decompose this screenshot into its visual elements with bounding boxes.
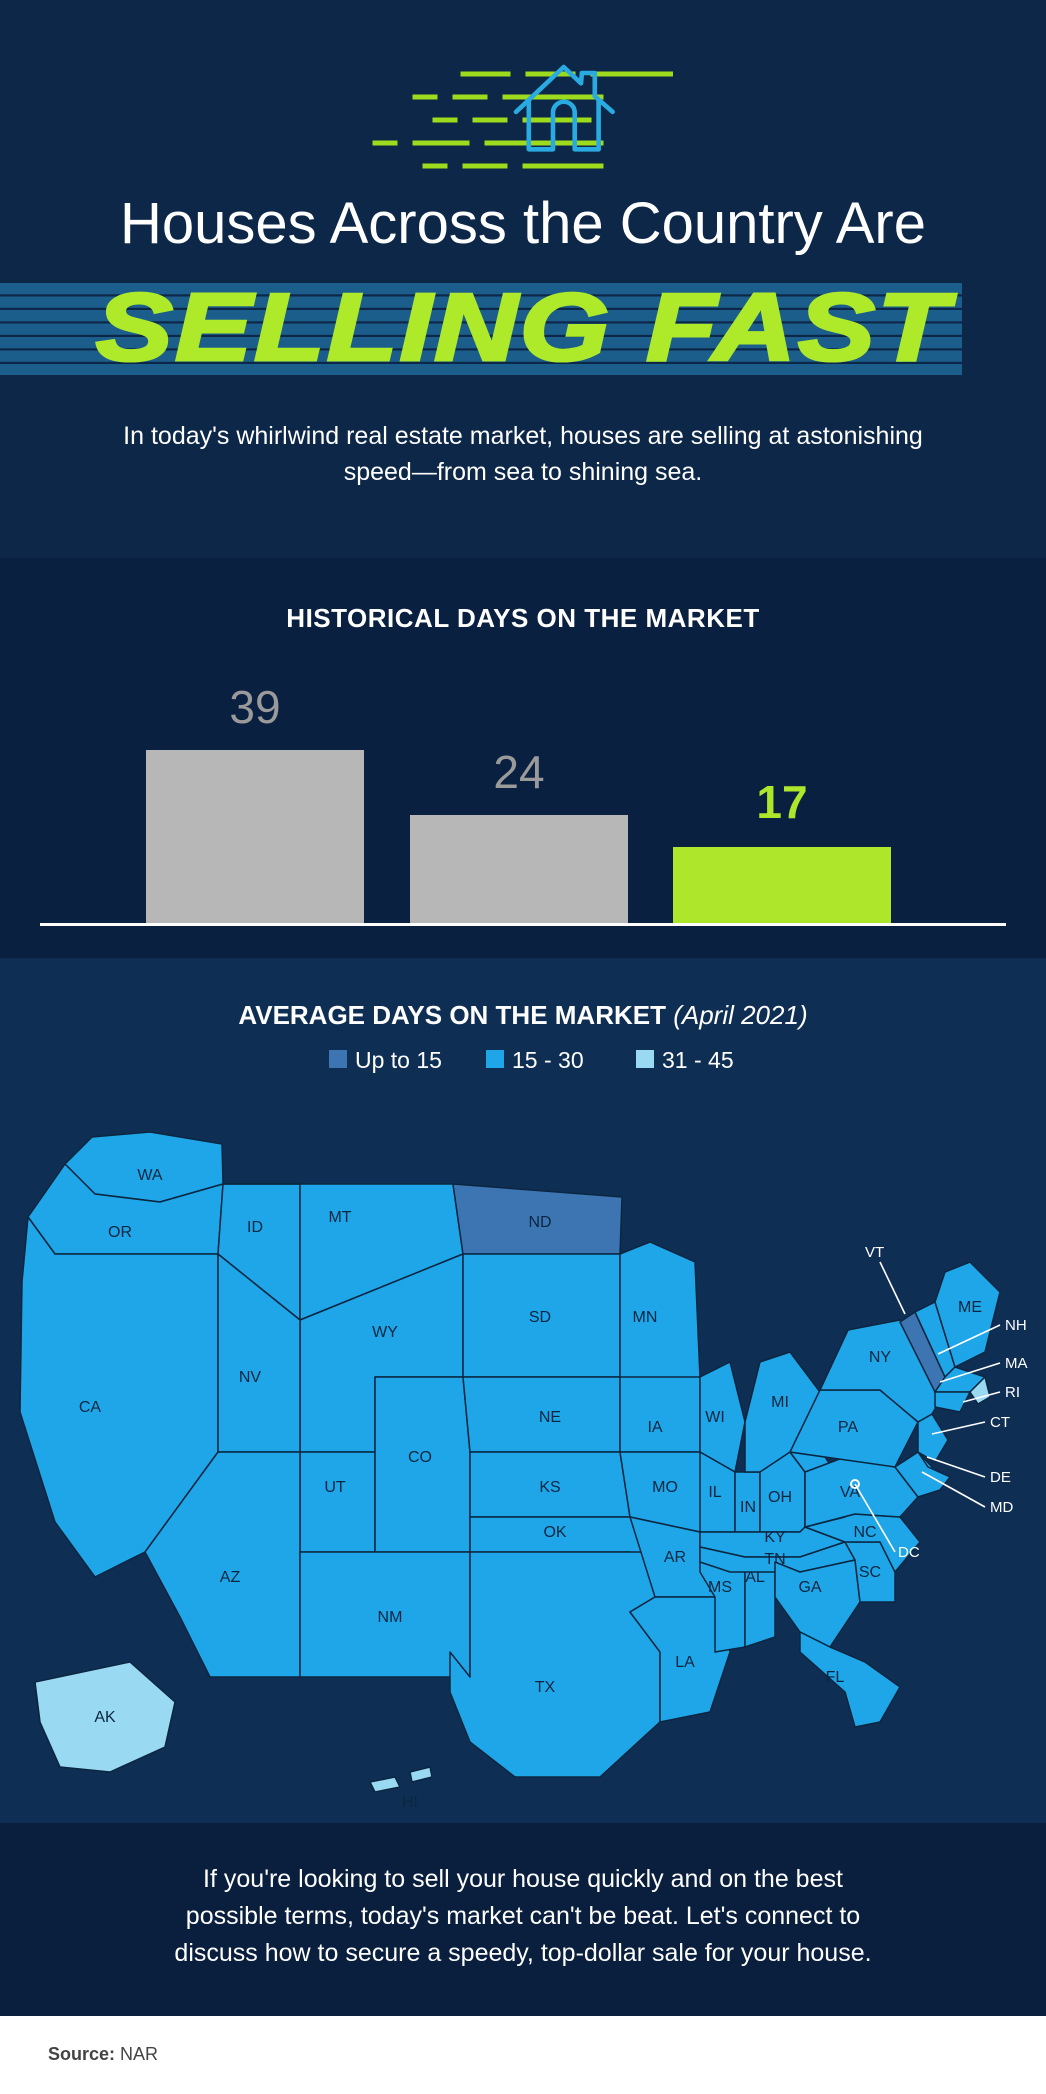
svg-text:CT: CT: [990, 1414, 1010, 1431]
svg-text:IN: IN: [740, 1499, 756, 1516]
svg-text:NM: NM: [378, 1609, 403, 1626]
svg-text:UT: UT: [324, 1479, 346, 1496]
svg-text:ME: ME: [958, 1299, 982, 1316]
svg-text:39: 39: [229, 681, 280, 733]
svg-text:17: 17: [756, 776, 807, 828]
svg-text:AZ: AZ: [220, 1569, 241, 1586]
svg-text:NH: NH: [1005, 1317, 1027, 1334]
svg-text:LA: LA: [675, 1654, 695, 1671]
svg-text:MS: MS: [708, 1579, 732, 1596]
svg-text:TX: TX: [535, 1679, 556, 1696]
svg-text:MA: MA: [1005, 1355, 1028, 1372]
svg-text:SD: SD: [529, 1309, 551, 1326]
svg-text:AK: AK: [94, 1709, 116, 1726]
svg-text:24: 24: [493, 746, 544, 798]
svg-text:ND: ND: [528, 1214, 551, 1231]
svg-text:IA: IA: [647, 1419, 662, 1436]
svg-text:OK: OK: [543, 1524, 566, 1541]
svg-text:MN: MN: [633, 1309, 658, 1326]
svg-text:WY: WY: [372, 1324, 398, 1341]
svg-text:VT: VT: [865, 1244, 884, 1261]
svg-text:FL: FL: [826, 1669, 845, 1686]
svg-text:HI: HI: [402, 1794, 418, 1811]
svg-text:CO: CO: [408, 1449, 432, 1466]
svg-text:NY: NY: [869, 1349, 892, 1366]
svg-text:OR: OR: [108, 1224, 132, 1241]
svg-text:RI: RI: [1005, 1384, 1020, 1401]
svg-text:DE: DE: [990, 1469, 1011, 1486]
svg-text:NC: NC: [853, 1524, 876, 1541]
svg-text:DC: DC: [898, 1544, 920, 1561]
svg-text:WA: WA: [137, 1167, 163, 1184]
svg-text:GA: GA: [798, 1579, 821, 1596]
svg-text:WI: WI: [705, 1409, 725, 1426]
svg-text:SC: SC: [859, 1564, 881, 1581]
svg-text:NV: NV: [239, 1369, 262, 1386]
svg-text:AR: AR: [664, 1549, 686, 1566]
svg-text:MT: MT: [328, 1209, 351, 1226]
svg-text:KY: KY: [764, 1529, 786, 1546]
svg-text:ID: ID: [247, 1219, 263, 1236]
svg-text:KS: KS: [539, 1479, 560, 1496]
svg-text:PA: PA: [838, 1419, 858, 1436]
svg-text:MI: MI: [771, 1394, 789, 1411]
svg-text:IL: IL: [708, 1484, 721, 1501]
svg-text:MO: MO: [652, 1479, 678, 1496]
svg-text:MD: MD: [990, 1499, 1013, 1516]
svg-text:CA: CA: [79, 1399, 102, 1416]
svg-text:NE: NE: [539, 1409, 561, 1426]
svg-text:OH: OH: [768, 1489, 792, 1506]
